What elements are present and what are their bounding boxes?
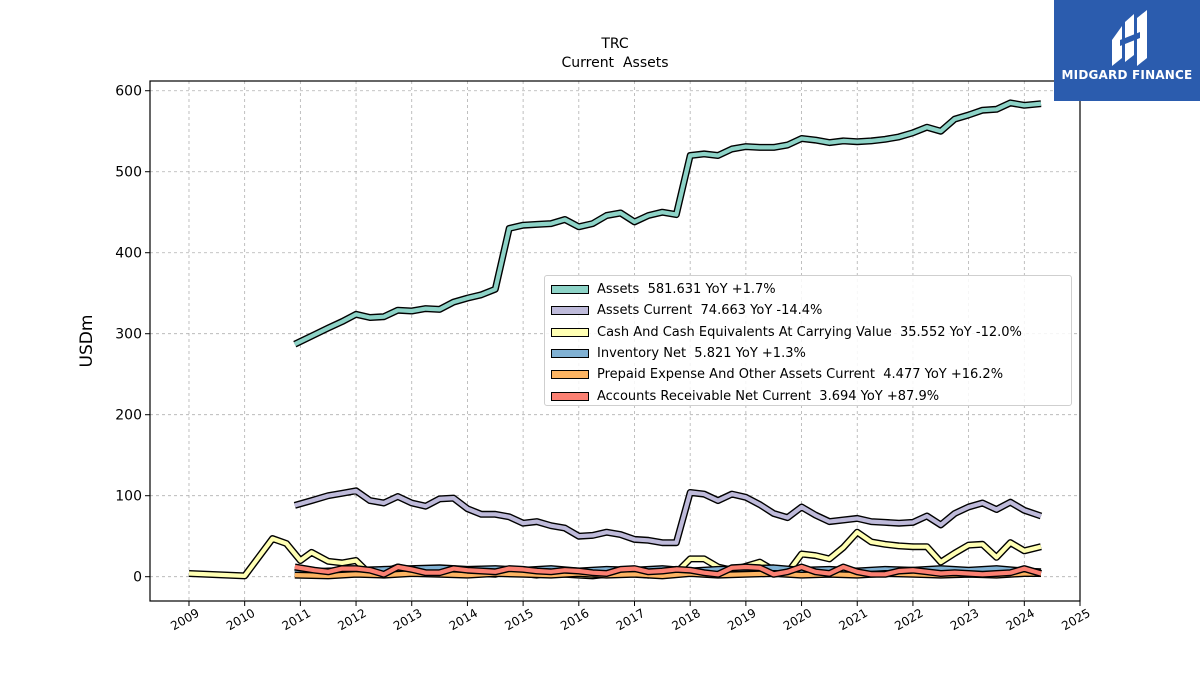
legend-swatch — [551, 349, 589, 359]
logo-mark-icon — [1112, 10, 1147, 66]
plot-frame — [149, 80, 1081, 602]
legend-swatch — [551, 306, 589, 316]
x-tick-label: 2024 — [1004, 606, 1037, 633]
y-tick-label: 400 — [115, 246, 142, 262]
x-tick-label: 2015 — [502, 606, 535, 633]
y-tick-label: 500 — [115, 165, 142, 181]
legend-item: Assets 581.631 YoY +1.7% — [549, 279, 1067, 300]
legend-swatch — [551, 285, 589, 295]
legend-swatch — [551, 370, 589, 380]
legend-item: Cash And Cash Equivalents At Carrying Va… — [549, 322, 1067, 343]
x-tick-label: 2025 — [1059, 606, 1092, 633]
y-axis-label: USDm — [77, 315, 97, 368]
x-tick-label: 2023 — [948, 606, 981, 633]
legend-label: Accounts Receivable Net Current 3.694 Yo… — [597, 388, 940, 404]
legend-swatch — [551, 391, 589, 401]
series-accounts-receivable-net-current — [294, 563, 1042, 578]
legend: Assets 581.631 YoY +1.7% Assets Current 7… — [544, 275, 1072, 406]
x-tick-label: 2022 — [892, 606, 925, 633]
legend-swatch — [551, 327, 589, 337]
x-tick-label: 2019 — [725, 606, 758, 633]
x-tick-label: 2012 — [335, 606, 368, 633]
series-lines — [188, 99, 1043, 580]
logo-text: MIDGARD FINANCE — [1061, 68, 1193, 82]
legend-label: Assets 581.631 YoY +1.7% — [597, 282, 776, 298]
legend-label: Cash And Cash Equivalents At Carrying Va… — [597, 324, 1022, 340]
legend-label: Prepaid Expense And Other Assets Current… — [597, 367, 1004, 383]
y-tick-label: 300 — [115, 327, 142, 343]
legend-label: Assets Current 74.663 YoY -14.4% — [597, 303, 823, 319]
legend-item: Assets Current 74.663 YoY -14.4% — [549, 300, 1067, 321]
chart-subtitle: Current Assets — [561, 55, 668, 71]
legend-item: Prepaid Expense And Other Assets Current… — [549, 364, 1067, 385]
legend-item: Inventory Net 5.821 YoY +1.3% — [549, 343, 1067, 364]
y-tick-label: 100 — [115, 489, 142, 505]
x-tick-label: 2010 — [224, 606, 257, 633]
x-tick-label: 2009 — [168, 606, 201, 633]
chart-title: TRC — [600, 36, 629, 52]
x-tick-label: 2011 — [280, 606, 313, 633]
y-tick-label: 0 — [133, 570, 142, 586]
x-tick-label: 2021 — [837, 606, 870, 633]
legend-item: Accounts Receivable Net Current 3.694 Yo… — [549, 385, 1067, 406]
series-assets — [293, 99, 1042, 348]
brand-logo: MIDGARD FINANCE — [1054, 0, 1200, 101]
series-line — [294, 488, 1042, 545]
series-line — [294, 564, 1042, 577]
series-line — [293, 100, 1042, 347]
y-tick-label: 200 — [115, 408, 142, 424]
x-tick-label: 2016 — [558, 606, 591, 633]
legend-label: Inventory Net 5.821 YoY +1.3% — [597, 346, 806, 362]
x-tick-label: 2014 — [447, 606, 480, 633]
x-tick-label: 2020 — [781, 606, 814, 633]
y-tick-label: 600 — [115, 84, 142, 100]
x-tick-label: 2013 — [391, 606, 424, 633]
x-tick-label: 2017 — [614, 606, 647, 633]
series-assets-current — [293, 487, 1043, 547]
x-tick-label: 2018 — [669, 606, 702, 633]
